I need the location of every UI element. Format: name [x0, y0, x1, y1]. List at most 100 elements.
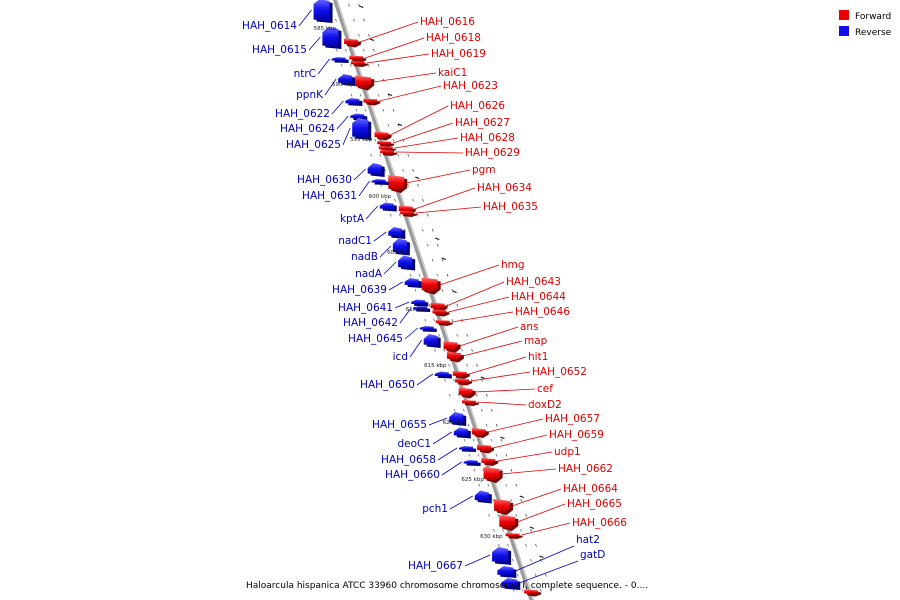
gene-label[interactable]: ppnK: [296, 89, 324, 101]
gene-label[interactable]: deoC1: [397, 438, 431, 450]
gene-label[interactable]: HAH_0629: [465, 147, 520, 159]
gene-label[interactable]: ntrC: [294, 68, 316, 80]
gene-label[interactable]: HAH_0623: [443, 80, 498, 92]
gene-label[interactable]: nadC1: [338, 235, 372, 247]
gene-label[interactable]: HAH_0660: [385, 469, 440, 481]
gene-label[interactable]: HAH_0614: [242, 20, 297, 32]
gene-label[interactable]: udp1: [554, 446, 581, 458]
reverse-gene-arrow-body: [411, 299, 426, 305]
track-dot: [367, 63, 370, 67]
track-dot: [446, 273, 449, 277]
reverse-gene-arrow: [413, 306, 431, 312]
gene-label[interactable]: HAH_0665: [567, 498, 622, 510]
gene-label[interactable]: hmg: [501, 259, 525, 271]
track-dot: [348, 3, 350, 7]
gene-leader-line: [394, 137, 459, 149]
track-dot: [417, 183, 419, 187]
track-dot: [422, 198, 424, 202]
track-dot: [384, 168, 387, 172]
gene-label[interactable]: cef: [537, 383, 553, 395]
gene-label[interactable]: HAH_0645: [348, 333, 403, 345]
gene-label[interactable]: HAH_0631: [302, 190, 357, 202]
gene-label[interactable]: HAH_0644: [511, 291, 566, 303]
track-dot: [448, 393, 451, 397]
gene-label[interactable]: HAH_0655: [372, 419, 427, 431]
gene-label[interactable]: HAH_0625: [286, 139, 341, 151]
gene-label[interactable]: HAH_0666: [572, 517, 627, 529]
gene-label[interactable]: HAH_0650: [360, 379, 415, 391]
gene-label[interactable]: HAH_0630: [297, 174, 352, 186]
gene-leader-line: [324, 78, 337, 96]
gene-label[interactable]: HAH_0628: [460, 132, 515, 144]
gene-label[interactable]: HAH_0667: [408, 560, 463, 572]
gene-label[interactable]: HAH_0619: [431, 48, 486, 60]
gene-label[interactable]: HAH_0624: [280, 123, 335, 135]
gene-label[interactable]: kptA: [340, 213, 365, 225]
reverse-gene-arrow: [423, 334, 441, 348]
gene-label[interactable]: map: [524, 335, 548, 347]
track-dot: [520, 528, 522, 532]
gene-label[interactable]: HAH_0659: [549, 429, 604, 441]
track-dot: [495, 453, 498, 457]
track-dot: [492, 498, 495, 502]
reverse-gene-arrow-body: [367, 163, 382, 175]
track-dot: [444, 378, 446, 382]
reverse-gene-arrow-body: [459, 446, 474, 450]
gene-label[interactable]: hat2: [576, 534, 600, 546]
forward-gene-arrow-body: [398, 205, 413, 213]
track-dot: [394, 198, 396, 202]
reverse-gene-arrow-body: [379, 202, 394, 210]
gene-label[interactable]: HAH_0641: [338, 302, 393, 314]
gene-label[interactable]: HAH_0658: [381, 454, 436, 466]
track-dot: [377, 93, 380, 97]
gene-label[interactable]: nadB: [351, 251, 378, 263]
gene-leader-line: [515, 545, 575, 572]
gene-label[interactable]: ans: [520, 321, 539, 333]
gene-label[interactable]: HAH_0616: [420, 16, 475, 28]
track-dot: [431, 228, 434, 232]
track-dot: [505, 483, 508, 487]
gene-label[interactable]: nadA: [355, 268, 383, 280]
gene-label[interactable]: HAH_0615: [252, 44, 307, 56]
gene-label[interactable]: hit1: [528, 351, 548, 363]
forward-gene-arrow: [477, 444, 495, 454]
reverse-gene-arrow: [331, 57, 349, 63]
gene-leader-line: [394, 301, 410, 309]
gene-label[interactable]: doxD2: [528, 399, 562, 411]
gene-label[interactable]: HAH_0627: [455, 117, 510, 129]
track-dash: [359, 5, 364, 9]
track-dot: [443, 348, 445, 352]
gene-leader-line: [471, 371, 531, 382]
gene-label[interactable]: HAH_0662: [558, 463, 613, 475]
gene-label[interactable]: pgm: [472, 164, 496, 176]
gene-label[interactable]: HAH_0635: [483, 201, 538, 213]
reverse-gene-arrow-body: [449, 412, 464, 424]
track-dot: [390, 213, 392, 217]
forward-gene-arrow: [363, 98, 381, 106]
gene-label[interactable]: HAH_0626: [450, 100, 505, 112]
forward-gene-arrow-body: [505, 533, 520, 537]
gene-label[interactable]: HAH_0639: [332, 284, 387, 296]
reverse-gene-arrow: [345, 98, 363, 106]
gene-label[interactable]: HAH_0634: [477, 182, 532, 194]
track-dot: [441, 288, 444, 292]
gene-label[interactable]: icd: [393, 351, 408, 363]
forward-gene-arrow-body: [471, 428, 486, 436]
gene-label[interactable]: pch1: [422, 503, 448, 515]
gene-label[interactable]: kaiC1: [438, 67, 467, 79]
gene-label[interactable]: HAH_0618: [426, 32, 481, 44]
gene-label[interactable]: HAH_0652: [532, 366, 587, 378]
forward-gene-arrow: [350, 61, 368, 67]
gene-label[interactable]: HAH_0657: [545, 413, 600, 425]
reverse-gene-arrow-body: [497, 566, 514, 576]
gene-label[interactable]: HAH_0646: [515, 306, 570, 318]
track-dot: [487, 483, 490, 487]
forward-gene-arrow-body: [524, 589, 539, 595]
gene-label[interactable]: gatD: [580, 549, 605, 561]
forward-gene-arrow-body: [446, 351, 461, 361]
gene-label[interactable]: HAH_0643: [506, 276, 561, 288]
gene-label[interactable]: HAH_0642: [343, 317, 398, 329]
gene-label[interactable]: HAH_0622: [275, 108, 330, 120]
track-dot: [436, 243, 439, 247]
gene-label[interactable]: HAH_0664: [563, 483, 618, 495]
